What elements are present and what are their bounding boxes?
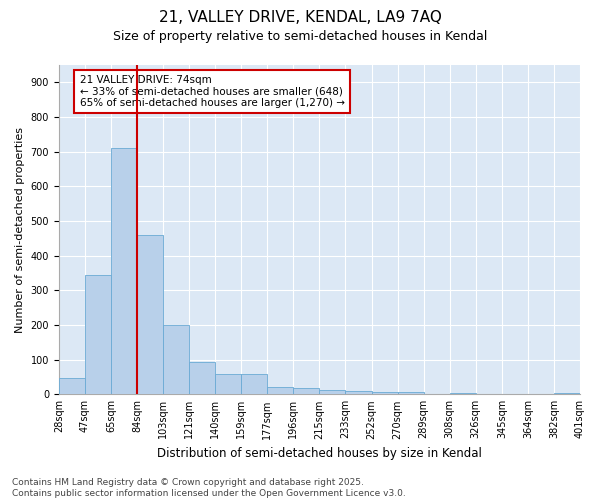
Bar <box>371 392 398 394</box>
Bar <box>111 148 137 394</box>
Y-axis label: Number of semi-detached properties: Number of semi-detached properties <box>15 126 25 332</box>
Text: 21 VALLEY DRIVE: 74sqm
← 33% of semi-detached houses are smaller (648)
65% of se: 21 VALLEY DRIVE: 74sqm ← 33% of semi-det… <box>80 75 344 108</box>
Bar <box>163 325 189 394</box>
Bar <box>554 392 580 394</box>
Bar <box>215 374 241 394</box>
Bar <box>319 390 346 394</box>
Bar <box>189 362 215 394</box>
Text: Contains HM Land Registry data © Crown copyright and database right 2025.
Contai: Contains HM Land Registry data © Crown c… <box>12 478 406 498</box>
Bar <box>398 392 424 394</box>
Bar <box>241 374 267 394</box>
Bar <box>346 391 371 394</box>
Bar <box>267 386 293 394</box>
Bar <box>293 388 319 394</box>
Text: 21, VALLEY DRIVE, KENDAL, LA9 7AQ: 21, VALLEY DRIVE, KENDAL, LA9 7AQ <box>158 10 442 25</box>
Bar <box>137 235 163 394</box>
Bar <box>85 274 111 394</box>
X-axis label: Distribution of semi-detached houses by size in Kendal: Distribution of semi-detached houses by … <box>157 447 482 460</box>
Text: Size of property relative to semi-detached houses in Kendal: Size of property relative to semi-detach… <box>113 30 487 43</box>
Bar <box>59 378 85 394</box>
Bar <box>449 392 476 394</box>
